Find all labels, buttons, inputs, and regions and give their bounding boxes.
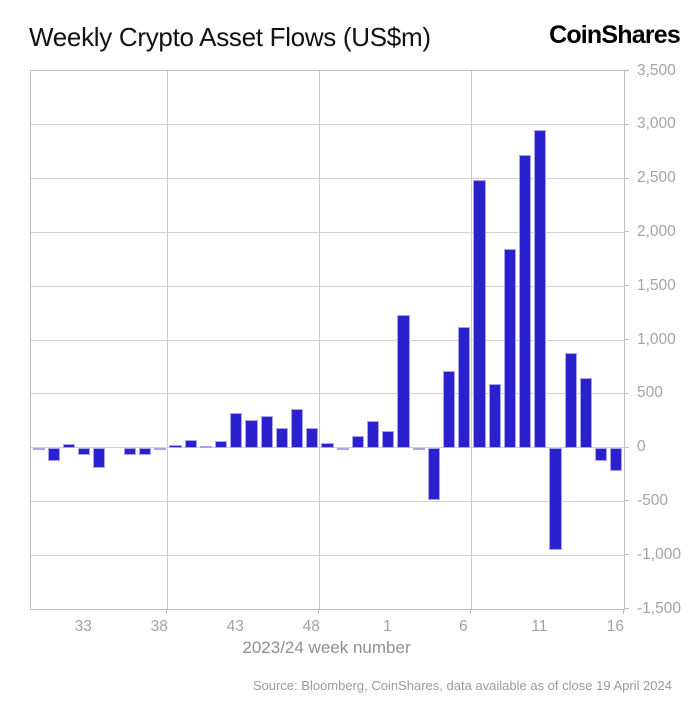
x-tick-label: 11 xyxy=(531,618,548,635)
flow-bar xyxy=(564,353,577,448)
flow-bar xyxy=(245,419,258,448)
flow-bar xyxy=(443,371,456,448)
y-tick-mark xyxy=(624,392,629,394)
h-gridline xyxy=(31,285,624,287)
flow-bar xyxy=(412,447,425,451)
v-gridline xyxy=(319,71,321,609)
h-gridline xyxy=(31,554,624,556)
y-tick-mark xyxy=(624,500,629,502)
flow-bar xyxy=(32,447,45,450)
flow-bar xyxy=(214,441,228,448)
h-gridline xyxy=(31,500,624,502)
flow-bar xyxy=(321,443,334,448)
flow-bar xyxy=(169,445,182,448)
flow-bar xyxy=(579,378,593,448)
flow-bar xyxy=(138,447,152,455)
flow-bar xyxy=(610,447,623,472)
flow-bar xyxy=(549,447,562,550)
y-tick-label: 1,500 xyxy=(637,276,676,294)
v-gridline xyxy=(471,71,473,609)
x-tick-mark xyxy=(166,609,168,614)
x-tick-label: 48 xyxy=(302,618,320,635)
flow-bar xyxy=(199,445,212,448)
flow-bar xyxy=(230,413,243,448)
h-gridline xyxy=(31,124,624,126)
x-tick-label: 43 xyxy=(226,618,244,635)
y-tick-label: 3,000 xyxy=(637,115,676,133)
y-tick-mark xyxy=(624,231,629,233)
y-tick-label: 3,500 xyxy=(637,61,676,79)
x-tick-label: 33 xyxy=(74,618,92,635)
source-note: Source: Bloomberg, CoinShares, data avai… xyxy=(252,678,672,693)
flow-bar xyxy=(488,383,501,448)
flow-bar xyxy=(473,179,486,448)
flow-bar xyxy=(534,130,547,448)
x-tick-mark xyxy=(318,609,320,614)
x-tick-label: 1 xyxy=(383,618,392,635)
flow-bar xyxy=(595,447,608,462)
flow-bar xyxy=(306,428,319,448)
coinshares-logo: CoinShares xyxy=(549,21,681,49)
plot-area xyxy=(30,70,625,610)
y-tick-mark xyxy=(624,446,629,448)
y-tick-label: -1,500 xyxy=(637,599,681,617)
y-tick-mark xyxy=(624,285,629,287)
flow-bar xyxy=(275,428,288,448)
x-tick-mark xyxy=(470,609,472,614)
y-tick-mark xyxy=(624,123,629,125)
flow-bar xyxy=(78,447,91,456)
x-axis-title: 2023/24 week number xyxy=(242,638,411,657)
x-tick-label: 38 xyxy=(150,618,168,635)
flow-bar xyxy=(184,439,197,448)
flow-bar xyxy=(427,447,440,500)
flow-bar xyxy=(154,447,167,450)
y-tick-label: -500 xyxy=(637,491,669,509)
flow-bar xyxy=(382,431,395,448)
flow-bar xyxy=(367,421,380,448)
x-tick-label: 6 xyxy=(459,618,468,635)
y-tick-label: 500 xyxy=(637,384,663,402)
flow-bar xyxy=(260,416,273,448)
page-title: Weekly Crypto Asset Flows (US$m) xyxy=(29,22,431,52)
flow-bar xyxy=(503,248,517,448)
flow-bar xyxy=(62,443,76,448)
y-tick-mark xyxy=(624,177,629,179)
x-tick-label: 16 xyxy=(606,618,625,635)
flow-bar xyxy=(336,447,349,450)
flow-bar xyxy=(519,154,532,448)
y-tick-label: 2,500 xyxy=(637,169,676,187)
flow-bar xyxy=(93,447,106,469)
flow-bar xyxy=(458,327,471,448)
h-gridline xyxy=(31,339,624,341)
flow-bar xyxy=(397,315,410,448)
y-tick-mark xyxy=(624,70,629,71)
flow-bar xyxy=(291,409,304,448)
h-gridline xyxy=(31,393,624,395)
x-tick-mark xyxy=(622,609,624,614)
h-gridline xyxy=(31,231,624,233)
flow-bar xyxy=(47,447,60,461)
v-gridline xyxy=(167,71,169,609)
y-tick-label: 0 xyxy=(637,438,646,456)
zero-line xyxy=(31,447,624,449)
flow-bar xyxy=(123,447,136,455)
y-tick-label: 2,000 xyxy=(637,222,676,240)
y-tick-mark xyxy=(624,339,629,340)
y-tick-label: -1,000 xyxy=(637,545,681,563)
y-tick-mark xyxy=(624,554,629,556)
y-tick-label: 1,000 xyxy=(637,330,676,348)
y-tick-mark xyxy=(624,608,629,609)
h-gridline xyxy=(31,178,624,180)
flow-bar xyxy=(351,435,364,448)
